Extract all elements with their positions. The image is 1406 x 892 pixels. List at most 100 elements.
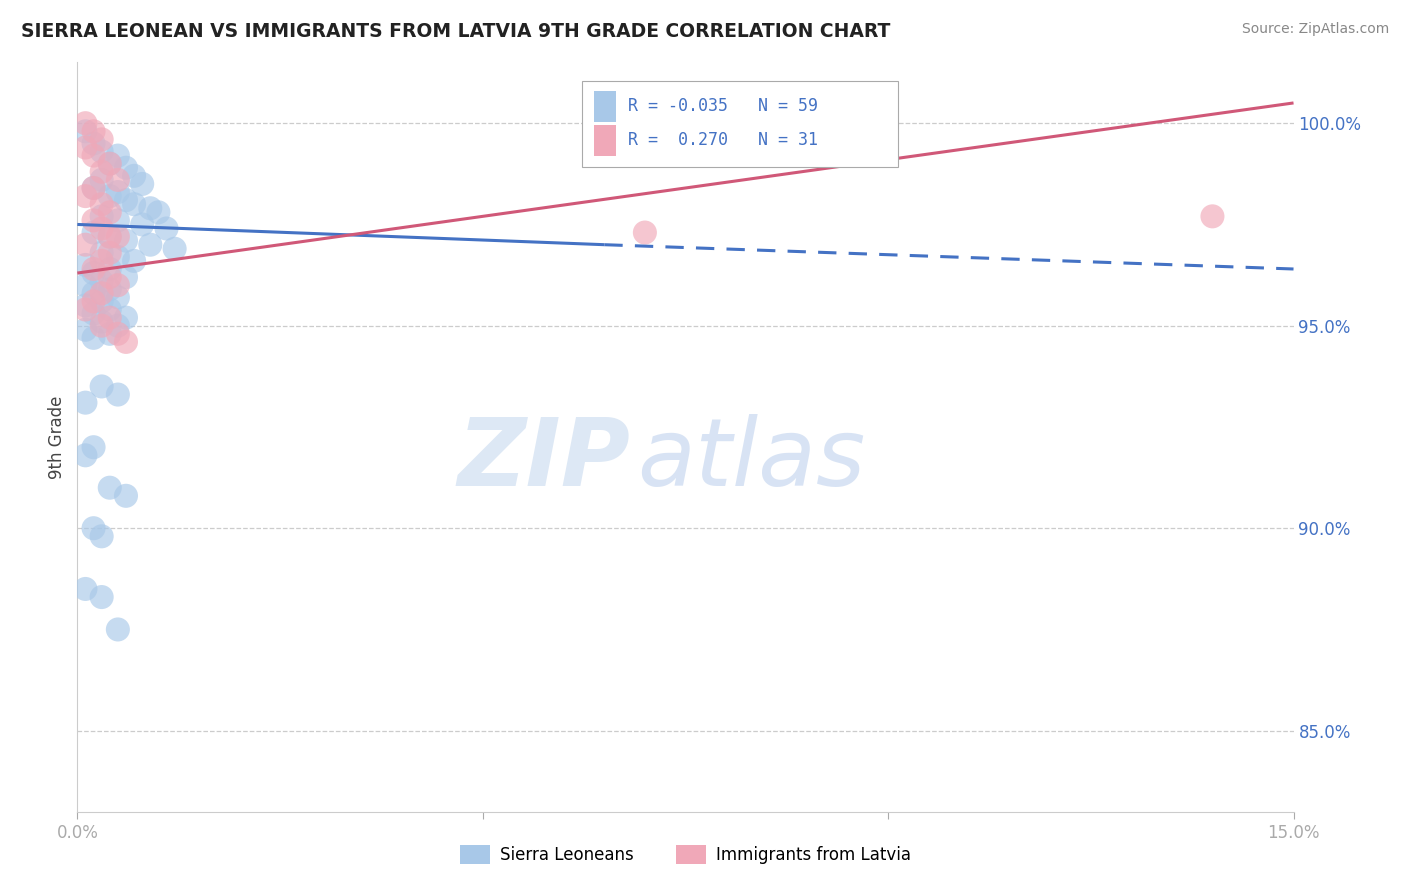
Point <box>122 253 145 268</box>
Point <box>131 177 153 191</box>
Point <box>98 157 121 171</box>
Point <box>148 205 170 219</box>
Point <box>107 278 129 293</box>
Point <box>98 189 121 203</box>
Point <box>90 315 112 329</box>
Point <box>90 590 112 604</box>
Point <box>90 173 112 187</box>
Point <box>98 245 121 260</box>
Point <box>90 165 112 179</box>
Text: SIERRA LEONEAN VS IMMIGRANTS FROM LATVIA 9TH GRADE CORRELATION CHART: SIERRA LEONEAN VS IMMIGRANTS FROM LATVIA… <box>21 22 890 41</box>
Point <box>75 189 97 203</box>
Y-axis label: 9th Grade: 9th Grade <box>48 395 66 479</box>
Point <box>83 148 105 162</box>
Point <box>115 334 138 349</box>
Point <box>107 318 129 333</box>
Point <box>75 302 97 317</box>
Bar <box>595 125 616 156</box>
Point <box>83 266 105 280</box>
Point <box>90 318 112 333</box>
Point <box>107 229 129 244</box>
Point <box>90 294 112 309</box>
Point <box>107 290 129 304</box>
Point <box>83 307 105 321</box>
Point <box>107 623 129 637</box>
Point <box>90 253 112 268</box>
Point <box>1201 210 1223 224</box>
Point <box>75 323 97 337</box>
Point <box>98 157 121 171</box>
Text: R =  0.270   N = 31: R = 0.270 N = 31 <box>628 130 818 149</box>
Point <box>83 521 105 535</box>
Point <box>98 229 121 244</box>
Point <box>107 173 129 187</box>
Point <box>98 205 121 219</box>
Point <box>83 294 105 309</box>
Point <box>83 136 105 151</box>
Point <box>75 258 97 272</box>
Point <box>83 440 105 454</box>
FancyBboxPatch shape <box>582 81 898 168</box>
Point <box>98 302 121 317</box>
Point <box>634 226 657 240</box>
Point <box>75 582 97 596</box>
Point <box>107 148 129 162</box>
Point <box>107 250 129 264</box>
Point <box>83 213 105 227</box>
Point <box>98 270 121 285</box>
Point <box>90 245 112 260</box>
Point <box>90 221 112 235</box>
Point <box>115 161 138 175</box>
Point <box>83 286 105 301</box>
Point <box>75 448 97 462</box>
Point <box>155 221 177 235</box>
Point <box>98 326 121 341</box>
Point <box>115 193 138 207</box>
Point <box>75 237 97 252</box>
Point <box>90 286 112 301</box>
Point <box>131 218 153 232</box>
Point <box>115 234 138 248</box>
Point <box>83 181 105 195</box>
Point <box>98 282 121 296</box>
Point <box>75 298 97 312</box>
Bar <box>595 91 616 122</box>
Point <box>163 242 186 256</box>
Point <box>75 124 97 138</box>
Point <box>139 237 162 252</box>
Text: R = -0.035   N = 59: R = -0.035 N = 59 <box>628 97 818 115</box>
Point <box>83 262 105 277</box>
Point <box>107 185 129 199</box>
Text: ZIP: ZIP <box>458 414 631 506</box>
Point <box>83 124 105 138</box>
Point <box>98 262 121 277</box>
Point <box>98 310 121 325</box>
Text: atlas: atlas <box>637 414 865 505</box>
Point <box>75 116 97 130</box>
Point <box>90 210 112 224</box>
Point <box>139 201 162 215</box>
Point <box>83 181 105 195</box>
Point <box>98 229 121 244</box>
Legend: Sierra Leoneans, Immigrants from Latvia: Sierra Leoneans, Immigrants from Latvia <box>454 838 917 871</box>
Point <box>115 489 138 503</box>
Point <box>90 379 112 393</box>
Point <box>98 481 121 495</box>
Point <box>90 197 112 211</box>
Point <box>122 169 145 183</box>
Point <box>90 529 112 543</box>
Point <box>115 270 138 285</box>
Point <box>83 226 105 240</box>
Point <box>90 132 112 146</box>
Point <box>75 140 97 154</box>
Point <box>107 213 129 227</box>
Point <box>115 310 138 325</box>
Point <box>75 278 97 293</box>
Point <box>90 145 112 159</box>
Point <box>107 326 129 341</box>
Point <box>75 395 97 409</box>
Text: Source: ZipAtlas.com: Source: ZipAtlas.com <box>1241 22 1389 37</box>
Point <box>122 197 145 211</box>
Point <box>107 387 129 401</box>
Point <box>83 331 105 345</box>
